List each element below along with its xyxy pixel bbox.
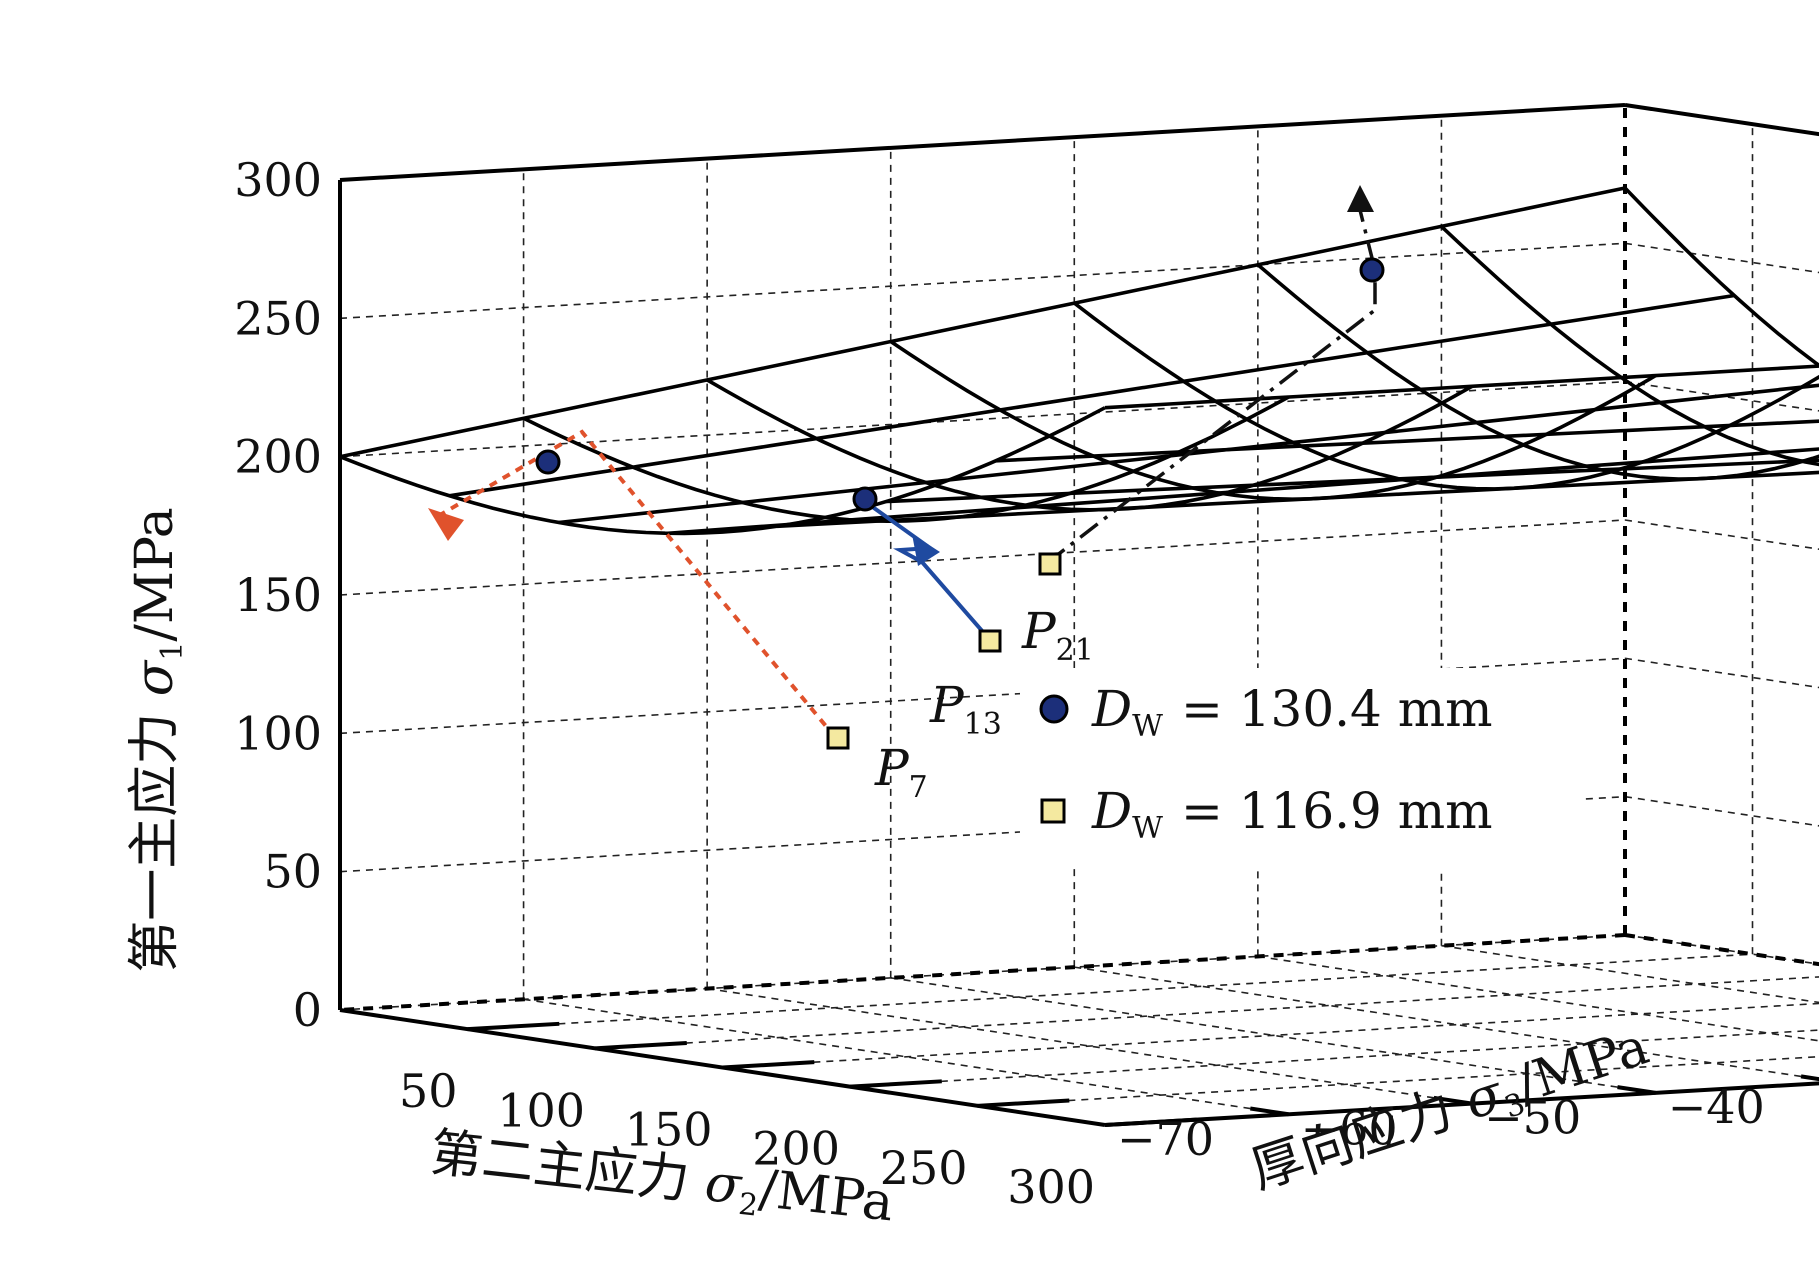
z-tick-label: 300	[234, 153, 322, 207]
y-axis-label-text: 厚向应力	[1244, 1075, 1476, 1201]
grid-layer	[340, 105, 1819, 1125]
y-tick-label: −70	[1117, 1112, 1214, 1166]
point-label-p13: P13	[929, 676, 1002, 742]
stress-paths	[428, 185, 1375, 737]
y-axis-label-unit: /MPa	[1509, 1016, 1655, 1115]
marker-circle-p21	[1361, 259, 1383, 281]
path-p7	[440, 432, 835, 737]
x-tick-mark	[468, 1024, 560, 1029]
z-tick-label: 250	[234, 291, 322, 345]
surface-mesh	[340, 188, 1819, 533]
z-axis-label: 第一主应力 σ1/MPa	[125, 507, 190, 973]
z-axis-label-sub: 1	[155, 642, 190, 661]
x-tick-mark	[978, 1100, 1070, 1105]
z-tick-label: 50	[263, 845, 322, 899]
point-label-p21: P21	[1021, 602, 1094, 668]
axis-edge-floor-back	[1625, 935, 1819, 1050]
gridline-left-wall	[340, 520, 1625, 595]
legend-marker-square	[1042, 800, 1064, 822]
z-axis-ticks: 0 50 100 150 200 250 300	[234, 153, 322, 1037]
x-tick-mark	[723, 1062, 815, 1067]
z-axis-label-text: 第一主应力	[125, 696, 185, 973]
gridline-left-wall	[340, 382, 1625, 457]
y-tick-mark	[1250, 1109, 1288, 1115]
z-axis-label-sigma: σ	[125, 659, 185, 696]
point-label-p7: P7	[874, 739, 928, 805]
x-axis-label-unit: /MPa	[756, 1159, 896, 1233]
mesh-line-s3	[340, 188, 1625, 457]
x-tick-label: 50	[399, 1064, 458, 1118]
z-tick-label: 0	[293, 983, 322, 1037]
x-tick-label: 300	[1007, 1160, 1095, 1214]
y-tick-label: −40	[1668, 1080, 1765, 1134]
axes-box	[340, 105, 1819, 1125]
marker-square-p13	[980, 631, 1000, 651]
legend: DW= 130.4 mm DW= 116.9 mm	[1020, 668, 1580, 868]
axis-edge-top-left	[340, 105, 1625, 180]
x-tick-label: 100	[497, 1083, 585, 1137]
z-tick-label: 100	[234, 706, 322, 760]
z-tick-label: 150	[234, 568, 322, 622]
gridline-back-wall	[1625, 520, 1819, 635]
x-tick-mark	[850, 1081, 942, 1086]
y-tick-mark	[1617, 1087, 1655, 1093]
x-tick-mark	[595, 1043, 687, 1048]
y-tick-mark	[1801, 1076, 1819, 1082]
gridline-floor-x	[723, 993, 1819, 1068]
gridline-back-wall	[1625, 658, 1819, 773]
gridline-floor-x	[850, 1012, 1819, 1087]
legend-marker-circle	[1041, 696, 1067, 722]
path-p7-arrowhead	[428, 508, 464, 541]
gridline-left-wall	[340, 243, 1625, 318]
gridline-back-wall	[1625, 935, 1819, 1050]
mesh-line-s2	[1625, 188, 1819, 460]
axis-edge-top-back	[1625, 105, 1819, 220]
gridline-back-wall	[1625, 797, 1819, 912]
path-p21-arrowhead	[1347, 185, 1374, 212]
marker-circle-p7	[537, 451, 559, 473]
marker-square-p21	[1040, 554, 1060, 574]
marker-square-p7	[828, 728, 848, 748]
marker-circle-p13	[854, 488, 876, 510]
gridline-back-wall	[1625, 105, 1819, 220]
z-axis-label-unit: /MPa	[125, 507, 185, 641]
z-tick-label: 200	[234, 430, 322, 484]
gridline-floor-y	[1074, 967, 1819, 1082]
